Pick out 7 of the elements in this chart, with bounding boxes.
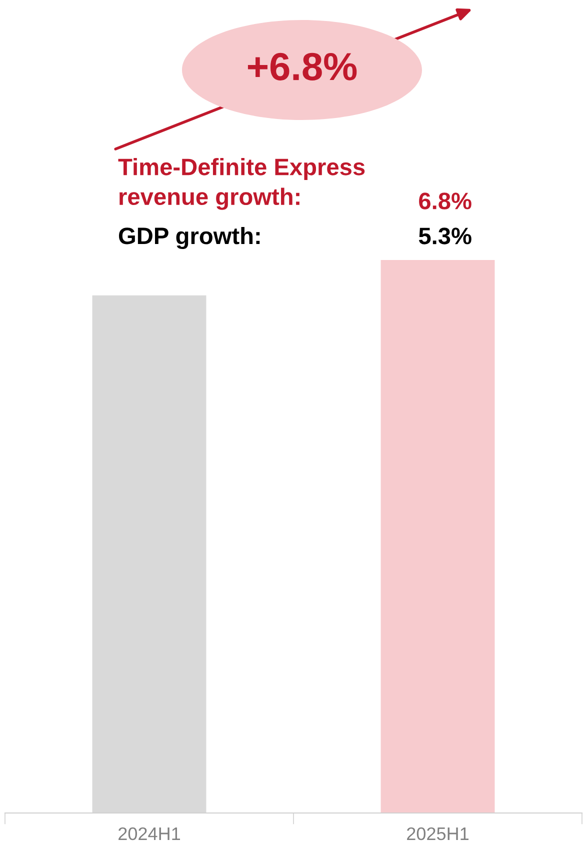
text: +6.8% <box>248 52 357 80</box>
x-tick-label: 2024H1 <box>118 827 180 840</box>
text: 6.8% <box>419 192 472 210</box>
text: 5.3% <box>418 228 472 244</box>
text: GDP growth: <box>118 226 260 250</box>
text: Time-Definite Express revenue growth: <box>118 158 365 210</box>
x-tick-label: 2025H1 <box>407 827 468 840</box>
